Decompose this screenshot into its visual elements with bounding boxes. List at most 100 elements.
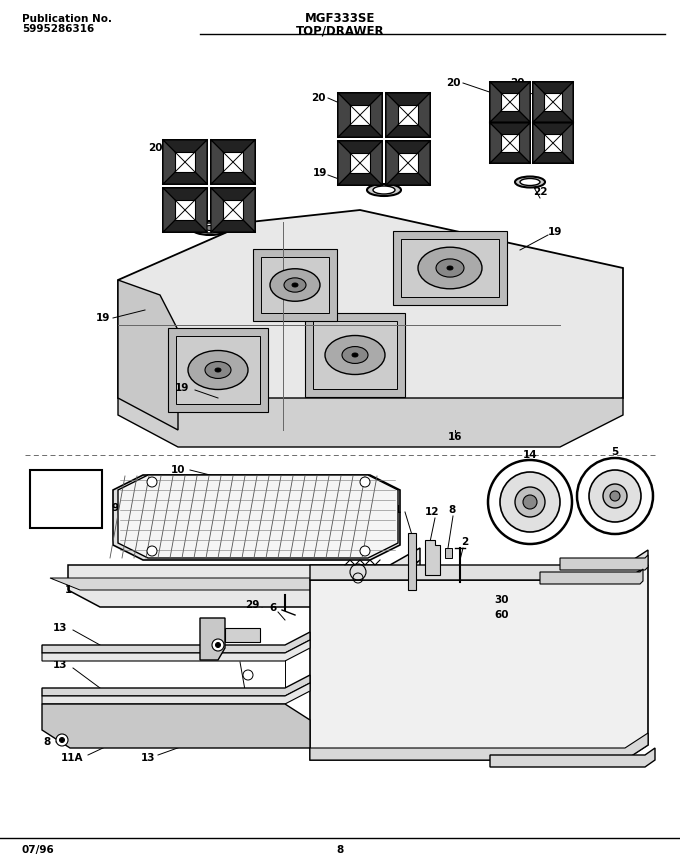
Polygon shape bbox=[490, 123, 510, 163]
Polygon shape bbox=[200, 618, 225, 660]
Polygon shape bbox=[211, 188, 255, 232]
Text: 22: 22 bbox=[175, 210, 190, 220]
Polygon shape bbox=[401, 239, 499, 297]
Polygon shape bbox=[490, 82, 510, 122]
Text: 29: 29 bbox=[245, 600, 259, 610]
Circle shape bbox=[589, 470, 641, 522]
Polygon shape bbox=[425, 540, 440, 575]
Polygon shape bbox=[310, 550, 648, 580]
Polygon shape bbox=[50, 560, 420, 590]
Polygon shape bbox=[553, 82, 573, 122]
Polygon shape bbox=[176, 336, 260, 404]
Polygon shape bbox=[510, 123, 530, 163]
Polygon shape bbox=[68, 548, 420, 607]
Text: 20: 20 bbox=[510, 78, 524, 88]
Polygon shape bbox=[305, 313, 405, 397]
Polygon shape bbox=[386, 141, 430, 185]
Text: 60: 60 bbox=[495, 610, 509, 620]
Circle shape bbox=[147, 546, 157, 556]
Text: P24T0084: P24T0084 bbox=[590, 758, 649, 768]
Circle shape bbox=[500, 472, 560, 532]
Polygon shape bbox=[533, 82, 573, 122]
Polygon shape bbox=[225, 628, 260, 642]
Ellipse shape bbox=[284, 278, 306, 293]
Text: 22: 22 bbox=[175, 225, 190, 235]
Polygon shape bbox=[163, 188, 185, 232]
Text: 19: 19 bbox=[313, 168, 327, 178]
Text: 14: 14 bbox=[523, 450, 537, 460]
Circle shape bbox=[243, 670, 253, 680]
Text: 5995286316: 5995286316 bbox=[22, 24, 95, 34]
Polygon shape bbox=[118, 475, 398, 558]
Polygon shape bbox=[338, 93, 382, 137]
Text: 8: 8 bbox=[44, 737, 50, 747]
Circle shape bbox=[515, 487, 545, 517]
Polygon shape bbox=[408, 93, 430, 137]
Polygon shape bbox=[223, 152, 243, 172]
Text: 9: 9 bbox=[112, 503, 118, 513]
Ellipse shape bbox=[436, 259, 464, 277]
Polygon shape bbox=[211, 188, 255, 210]
Polygon shape bbox=[490, 123, 530, 163]
Polygon shape bbox=[533, 82, 553, 122]
Polygon shape bbox=[386, 141, 408, 185]
Polygon shape bbox=[360, 141, 382, 185]
Circle shape bbox=[212, 639, 224, 651]
Polygon shape bbox=[386, 93, 430, 115]
Polygon shape bbox=[211, 210, 255, 232]
Text: 19: 19 bbox=[548, 227, 562, 237]
Text: 29: 29 bbox=[278, 730, 292, 740]
Polygon shape bbox=[533, 143, 573, 163]
Circle shape bbox=[603, 484, 627, 508]
Polygon shape bbox=[42, 675, 310, 696]
Polygon shape bbox=[223, 201, 243, 220]
Polygon shape bbox=[113, 475, 400, 560]
Circle shape bbox=[60, 738, 65, 742]
Text: 20: 20 bbox=[446, 78, 460, 88]
Polygon shape bbox=[360, 93, 382, 137]
Text: 20: 20 bbox=[148, 143, 163, 153]
Text: 30: 30 bbox=[495, 595, 509, 605]
Polygon shape bbox=[533, 123, 573, 143]
Text: 13: 13 bbox=[141, 753, 155, 763]
Circle shape bbox=[360, 546, 370, 556]
Polygon shape bbox=[118, 398, 623, 447]
Polygon shape bbox=[338, 163, 382, 185]
Polygon shape bbox=[310, 565, 648, 760]
Ellipse shape bbox=[205, 362, 231, 378]
Polygon shape bbox=[393, 231, 507, 305]
Polygon shape bbox=[313, 321, 397, 389]
Text: 7: 7 bbox=[56, 517, 64, 527]
Polygon shape bbox=[211, 140, 255, 184]
Polygon shape bbox=[408, 141, 430, 185]
Polygon shape bbox=[130, 490, 395, 510]
Polygon shape bbox=[338, 141, 382, 163]
Polygon shape bbox=[118, 210, 623, 430]
Polygon shape bbox=[445, 548, 452, 558]
Polygon shape bbox=[211, 140, 233, 184]
Text: 39: 39 bbox=[558, 751, 572, 761]
Text: 07/96: 07/96 bbox=[22, 845, 55, 855]
Polygon shape bbox=[386, 93, 408, 137]
Polygon shape bbox=[490, 748, 655, 767]
Polygon shape bbox=[350, 153, 370, 173]
Polygon shape bbox=[185, 188, 207, 232]
Text: 10: 10 bbox=[171, 465, 185, 475]
Circle shape bbox=[360, 477, 370, 487]
Text: 20: 20 bbox=[311, 93, 325, 103]
Polygon shape bbox=[490, 102, 530, 122]
Text: 13: 13 bbox=[53, 660, 67, 670]
Text: 4: 4 bbox=[376, 751, 384, 761]
Circle shape bbox=[523, 495, 537, 509]
Polygon shape bbox=[560, 555, 648, 570]
Polygon shape bbox=[175, 201, 195, 220]
Circle shape bbox=[216, 642, 220, 648]
Polygon shape bbox=[118, 280, 178, 430]
Polygon shape bbox=[398, 105, 418, 125]
Polygon shape bbox=[42, 640, 310, 661]
Ellipse shape bbox=[205, 226, 215, 231]
Ellipse shape bbox=[418, 247, 482, 289]
Polygon shape bbox=[163, 140, 185, 184]
Ellipse shape bbox=[191, 221, 229, 235]
Polygon shape bbox=[553, 123, 573, 163]
